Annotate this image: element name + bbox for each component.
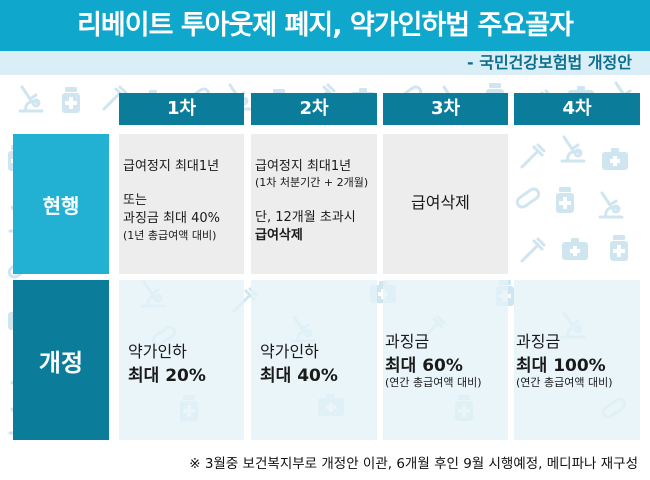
cell-current-1: 급여정지 최대1년 또는 과징금 최대 40% (1년 총급여액 대비): [119, 134, 244, 274]
cell-text: 약가인하: [260, 342, 319, 361]
title-bar: [0, 0, 650, 51]
cell-text: 급여정지 최대1년: [123, 159, 220, 174]
cell-text-bold: 최대 60%: [385, 356, 463, 376]
cell-text: 과징금: [516, 332, 561, 351]
cell-text: 과징금: [385, 332, 430, 351]
cell-current-3: 급여삭제: [383, 134, 508, 274]
cell-text: 약가인하: [128, 342, 187, 361]
subtitle-bar: [0, 51, 650, 75]
cell-text: 급여정지 최대1년: [255, 159, 352, 174]
cell-text-bold: 최대 40%: [260, 366, 338, 386]
column-header-2: 2차: [251, 93, 377, 125]
row-header-revised: 개정: [13, 280, 109, 440]
cell-text: 과징금 최대 40%: [123, 211, 220, 226]
cell-note: (연간 총급여액 대비): [516, 376, 613, 389]
cell-revised-3: 과징금 최대 60% (연간 총급여액 대비): [383, 280, 508, 440]
cell-note: (1년 총급여액 대비): [123, 229, 217, 242]
cell-note: (1차 처분기간 + 2개월): [255, 176, 369, 189]
cell-text-bold: 급여삭제: [255, 228, 303, 243]
page-subtitle: - 국민건강보험법 개정안: [467, 53, 632, 72]
page-title: 리베이트 투아웃제 폐지, 약가인하법 주요골자: [77, 10, 574, 41]
cell-revised-1: 약가인하 최대 20%: [119, 280, 244, 440]
cell-note: (연간 총급여액 대비): [385, 376, 482, 389]
cell-text-bold: 최대 100%: [516, 356, 606, 376]
cell-revised-2: 약가인하 최대 40%: [251, 280, 377, 440]
row-header-current: 현행: [13, 134, 109, 274]
column-header-3: 3차: [383, 93, 508, 125]
cell-text: 단, 12개월 초과시: [255, 210, 356, 225]
column-header-1: 1차: [119, 93, 244, 125]
cell-current-2: 급여정지 최대1년 (1차 처분기간 + 2개월) 단, 12개월 초과시 급여…: [251, 134, 377, 274]
cell-text: 급여삭제: [411, 193, 470, 212]
cell-text-bold: 최대 20%: [128, 366, 206, 386]
footnote: ※ 3월중 보건복지부로 개정안 이관, 6개월 후인 9월 시행예정, 메디파…: [189, 456, 638, 472]
cell-text: 또는: [123, 193, 147, 208]
cell-revised-4: 과징금 최대 100% (연간 총급여액 대비): [514, 280, 640, 440]
column-header-4: 4차: [514, 93, 640, 125]
